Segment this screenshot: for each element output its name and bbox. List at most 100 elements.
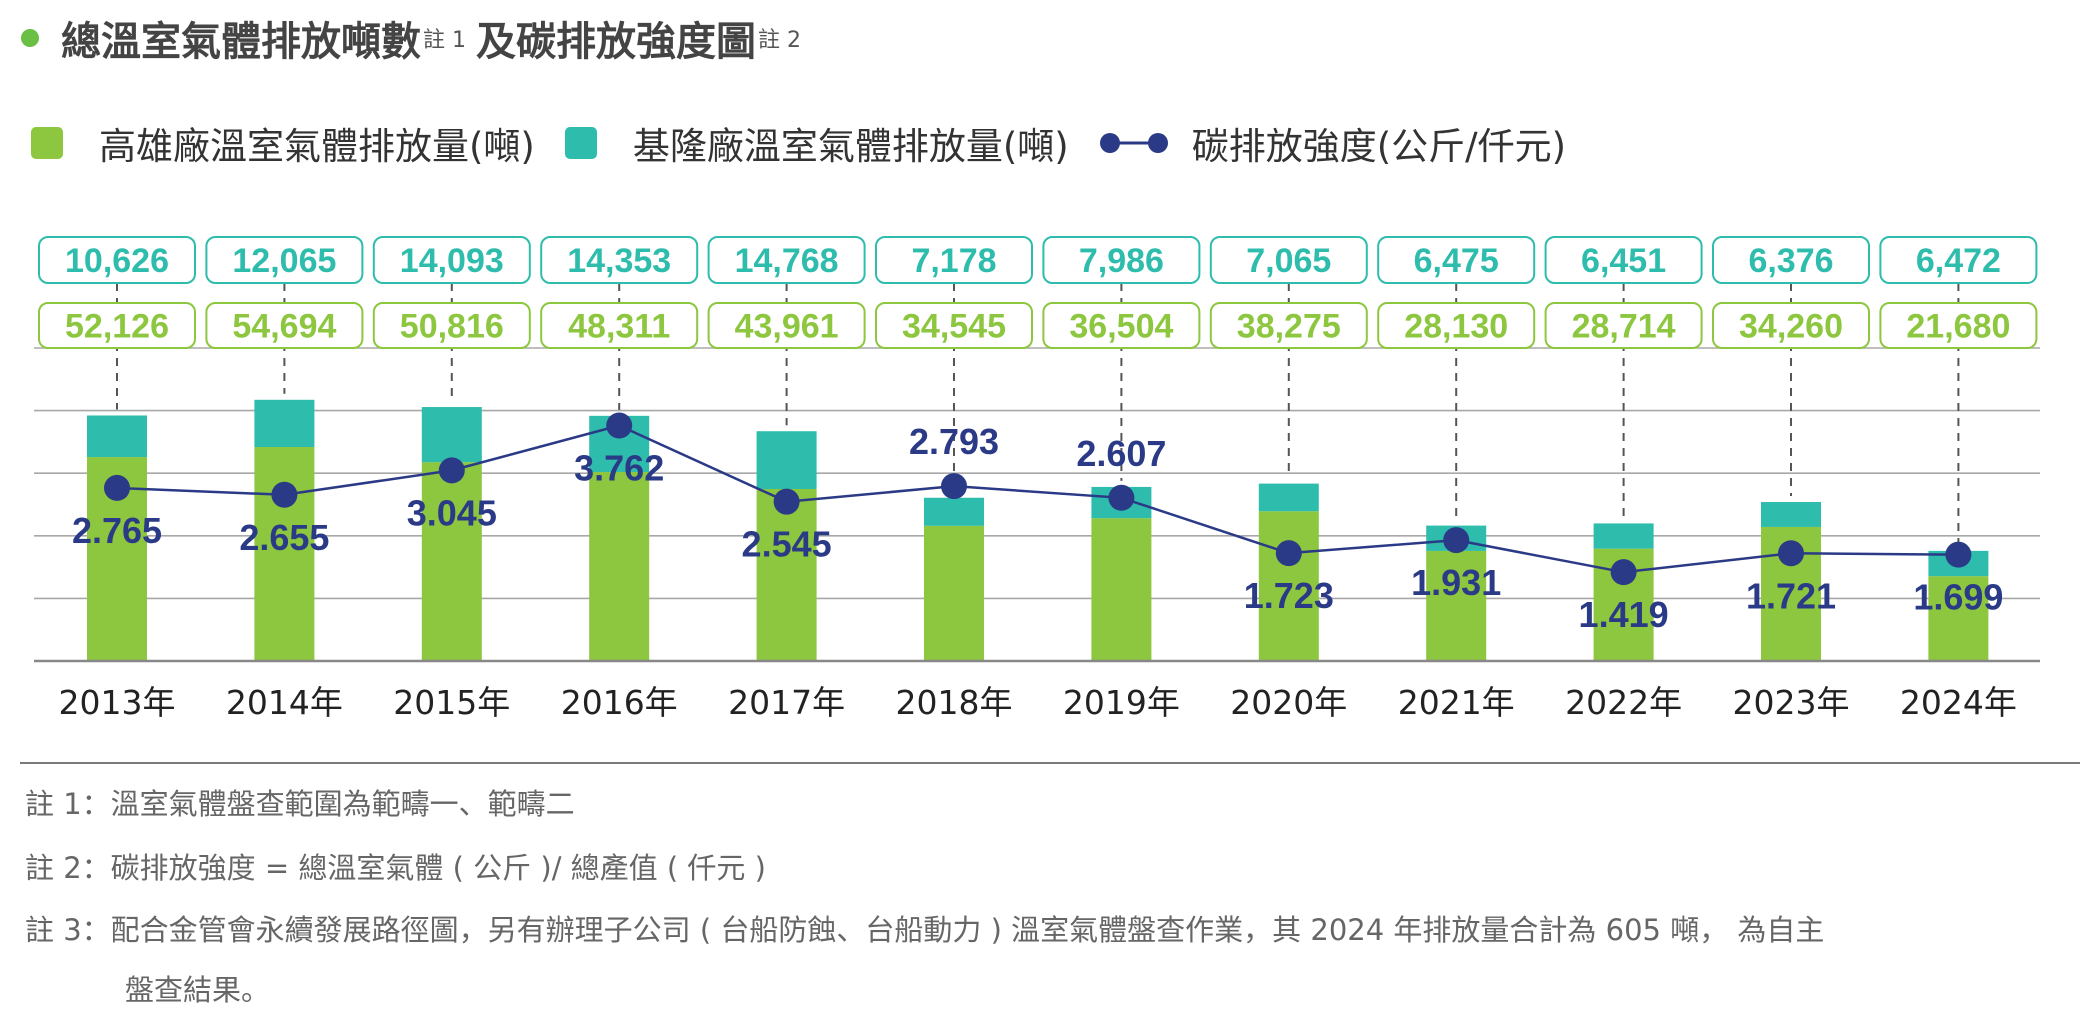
intensity-value-label: 2.655 [239, 517, 329, 558]
bars [87, 399, 1989, 661]
notes-divider [20, 762, 2080, 764]
kaohsiung-value-label: 28,714 [1572, 308, 1676, 346]
chart-legend: 高雄廠溫室氣體排放量(噸) 基隆廠溫室氣體排放量(噸) 碳排放強度(公斤/仟元) [31, 118, 1596, 168]
green-square-swatch-icon [31, 127, 63, 159]
keelung-value-label: 14,353 [567, 242, 671, 280]
footnote-3: 註 3：配合金管會永續發展路徑圖，另有辦理子公司 ( 台船防蝕、台船動力 ) 溫… [25, 913, 1825, 947]
kaohsiung-value-box [1544, 302, 1703, 349]
bar-keelung [756, 431, 817, 490]
x-tick-label: 2017年 [728, 683, 845, 722]
keelung-value-box [1209, 236, 1368, 284]
intensity-point [941, 473, 967, 500]
bar-kaohsiung [1258, 511, 1319, 661]
keelung-value-box [1544, 236, 1703, 284]
kaohsiung-value-box [1377, 302, 1536, 349]
intensity-point [1443, 527, 1470, 554]
x-tick-label: 2015年 [393, 683, 510, 722]
keelung-value-box [707, 236, 866, 284]
x-tick-label: 2021年 [1398, 683, 1515, 722]
intensity-point [606, 412, 633, 439]
intensity-point [1108, 484, 1135, 511]
kaohsiung-value-label: 50,816 [400, 308, 504, 346]
intensity-value-label: 2.607 [1076, 433, 1166, 474]
intensity-value-label: 2.793 [909, 421, 999, 462]
bar-keelung [1761, 502, 1821, 527]
intensity-point [438, 457, 465, 484]
kaohsiung-value-box [38, 302, 196, 349]
intensity-value-label: 1.723 [1244, 575, 1334, 616]
kaohsiung-value-label: 43,961 [735, 308, 839, 346]
x-tick-label: 2022年 [1565, 683, 1682, 722]
keelung-value-label: 7,178 [911, 242, 996, 280]
x-tick-label: 2013年 [59, 683, 176, 722]
intensity-labels: 2.765 2.655 3.045 3.762 2.545 2.793 2.607 1.723… [72, 421, 2003, 635]
teal-square-swatch-icon [564, 127, 597, 159]
keelung-value-box [540, 236, 699, 284]
intensity-value-label: 1.419 [1579, 594, 1669, 635]
bar-keelung [1593, 523, 1654, 549]
title-part-1: 總溫室氣體排放噸數 [61, 19, 421, 65]
footnote-1: 註 1：溫室氣體盤查範圍為範疇一、範疇二 [25, 787, 575, 821]
kaohsiung-value-box [372, 302, 531, 349]
keelung-value-box [1879, 236, 2038, 284]
line-dot-icon [1099, 133, 1168, 153]
kaohsiung-value-box [1209, 302, 1368, 349]
intensity-line [104, 412, 1972, 586]
kaohsiung-value-label: 52,126 [65, 308, 169, 346]
keelung-value-label: 10,626 [65, 242, 169, 280]
legend-label-keelung: 基隆廠溫室氣體排放量(噸) [632, 125, 1069, 168]
intensity-point [104, 474, 130, 501]
intensity-value-label: 3.045 [407, 492, 497, 533]
bar-kaohsiung [589, 471, 650, 661]
bar-kaohsiung [924, 525, 984, 661]
footnote-3-continuation: 盤查結果。 [125, 973, 271, 1007]
title-note-ref-1: 註 1 [423, 28, 466, 53]
x-tick-label: 2016年 [561, 683, 678, 722]
kaohsiung-value-box [1712, 302, 1870, 349]
bar-keelung [1258, 483, 1319, 512]
kaohsiung-value-box [1879, 302, 2038, 349]
title-part-2: 及碳排放強度圖 [476, 19, 756, 65]
kaohsiung-value-box [540, 302, 699, 349]
keelung-value-box [1042, 236, 1201, 284]
legend-label-intensity: 碳排放強度(公斤/仟元) [1191, 125, 1567, 168]
intensity-series-line [116, 424, 1959, 574]
bar-kaohsiung [1928, 576, 1989, 661]
keelung-value-box [38, 236, 196, 284]
intensity-value-label: 2.765 [72, 510, 162, 551]
title-bullet-icon [21, 29, 39, 47]
x-tick-label: 2024年 [1900, 683, 2017, 722]
keelung-value-label: 6,376 [1748, 242, 1833, 280]
keelung-value-label: 6,475 [1414, 242, 1499, 280]
keelung-value-label: 6,472 [1916, 242, 2001, 280]
x-tick-label: 2018年 [896, 683, 1013, 722]
bar-keelung [254, 399, 315, 448]
bar-kaohsiung [1091, 518, 1152, 661]
intensity-point [1275, 540, 1302, 567]
kaohsiung-value-label: 28,130 [1404, 308, 1508, 346]
kaohsiung-value-box [875, 302, 1033, 349]
intensity-point [271, 481, 298, 508]
intensity-value-label: 2.545 [742, 524, 832, 565]
bar-keelung [421, 407, 482, 463]
kaohsiung-value-label: 21,680 [1906, 308, 2010, 346]
keelung-value-box [1712, 236, 1870, 284]
chart-title: 總溫室氣體排放噸數 註 1 及碳排放強度圖 註 2 [20, 8, 811, 68]
title-note-ref-2: 註 2 [758, 28, 801, 53]
intensity-value-label: 1.931 [1411, 562, 1501, 603]
kaohsiung-value-box [1042, 302, 1201, 349]
value-label-boxes: 10,626 52,126 12,065 54,694 14,093 50,816 14,3… [38, 236, 2038, 349]
keelung-value-label: 7,986 [1079, 242, 1164, 280]
legend-label-kaohsiung: 高雄廠溫室氣體排放量(噸) [99, 125, 535, 168]
footnote-2: 註 2：碳排放強度 = 總溫室氣體 ( 公斤 )/ 總產值 ( 仟元 ) [25, 851, 766, 885]
keelung-value-box [205, 236, 364, 284]
intensity-point [1945, 541, 1972, 568]
keelung-value-label: 12,065 [232, 242, 336, 280]
intensity-point [773, 488, 800, 515]
kaohsiung-value-label: 48,311 [568, 308, 670, 346]
kaohsiung-value-label: 34,545 [902, 308, 1006, 346]
x-tick-label: 2014年 [226, 683, 343, 722]
x-tick-label: 2020年 [1230, 683, 1347, 722]
bar-kaohsiung [421, 462, 482, 661]
bar-kaohsiung [756, 489, 817, 661]
